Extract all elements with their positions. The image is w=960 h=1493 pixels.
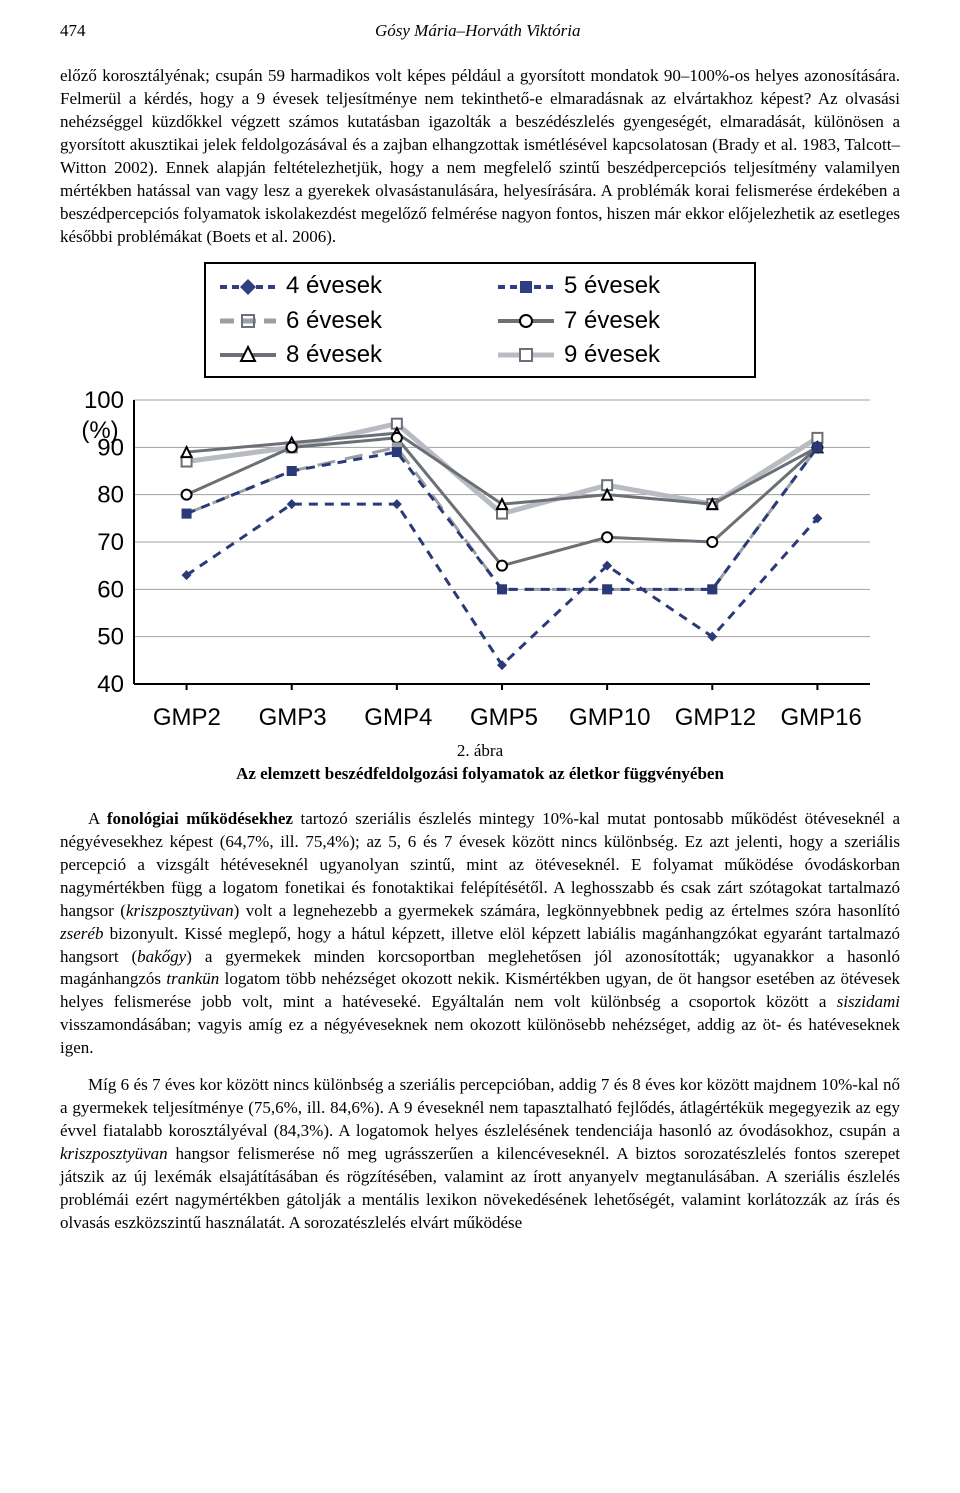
x-tick-label: GMP12 bbox=[663, 702, 769, 734]
legend-item-9: 9 évesek bbox=[498, 339, 740, 371]
figure-caption: 2. ábra Az elemzett beszédfeldolgozási f… bbox=[60, 740, 900, 786]
x-tick-label: GMP10 bbox=[557, 702, 663, 734]
legend-item-4: 4 évesek bbox=[220, 270, 462, 302]
x-tick-label: GMP5 bbox=[451, 702, 557, 734]
legend-label: 4 évesek bbox=[286, 270, 382, 302]
legend-item-8: 8 évesek bbox=[220, 339, 462, 371]
svg-text:60: 60 bbox=[97, 576, 124, 603]
body-para-1: előző korosztályénak; csupán 59 harmadik… bbox=[60, 65, 900, 249]
svg-text:80: 80 bbox=[97, 481, 124, 508]
legend-swatch-square-dash-icon bbox=[498, 277, 554, 297]
legend-swatch-triangle-icon bbox=[220, 345, 276, 365]
caption-number: 2. ábra bbox=[60, 740, 900, 763]
legend-label: 6 évesek bbox=[286, 305, 382, 337]
legend-swatch-square-longdash-icon bbox=[220, 311, 276, 331]
chart-legend: 4 évesek 5 évesek 6 évesek bbox=[204, 262, 756, 377]
x-axis-labels: GMP2GMP3GMP4GMP5GMP10GMP12GMP16 bbox=[134, 702, 874, 734]
caption-text: Az elemzett beszédfeldolgozási folyamato… bbox=[60, 763, 900, 786]
legend-label: 9 évesek bbox=[564, 339, 660, 371]
svg-text:100: 100 bbox=[84, 390, 124, 414]
svg-text:50: 50 bbox=[97, 623, 124, 650]
running-head: Gósy Mária–Horváth Viktória bbox=[375, 20, 581, 43]
legend-item-6: 6 évesek bbox=[220, 305, 462, 337]
legend-swatch-diamond-dash-icon bbox=[220, 277, 276, 297]
legend-swatch-opensquare-icon bbox=[498, 345, 554, 365]
line-chart: 405060708090100(%) GMP2GMP3GMP4GMP5GMP10… bbox=[50, 390, 890, 734]
legend-item-5: 5 évesek bbox=[498, 270, 740, 302]
body-para-2: A fonológiai működésekhez tartozó szeriá… bbox=[60, 808, 900, 1060]
legend-swatch-circle-icon bbox=[498, 311, 554, 331]
x-tick-label: GMP3 bbox=[240, 702, 346, 734]
legend-label: 7 évesek bbox=[564, 305, 660, 337]
x-tick-label: GMP2 bbox=[134, 702, 240, 734]
page: 474 Gósy Mária–Horváth Viktória előző ko… bbox=[0, 0, 960, 1269]
page-number: 474 bbox=[60, 20, 86, 43]
x-tick-label: GMP16 bbox=[768, 702, 874, 734]
legend-item-7: 7 évesek bbox=[498, 305, 740, 337]
legend-label: 8 évesek bbox=[286, 339, 382, 371]
page-header: 474 Gósy Mária–Horváth Viktória bbox=[60, 20, 900, 43]
svg-text:(%): (%) bbox=[81, 416, 118, 443]
svg-text:40: 40 bbox=[97, 671, 124, 698]
legend-label: 5 évesek bbox=[564, 270, 660, 302]
svg-text:70: 70 bbox=[97, 529, 124, 556]
x-tick-label: GMP4 bbox=[345, 702, 451, 734]
body-para-3: Míg 6 és 7 éves kor között nincs különbs… bbox=[60, 1074, 900, 1235]
